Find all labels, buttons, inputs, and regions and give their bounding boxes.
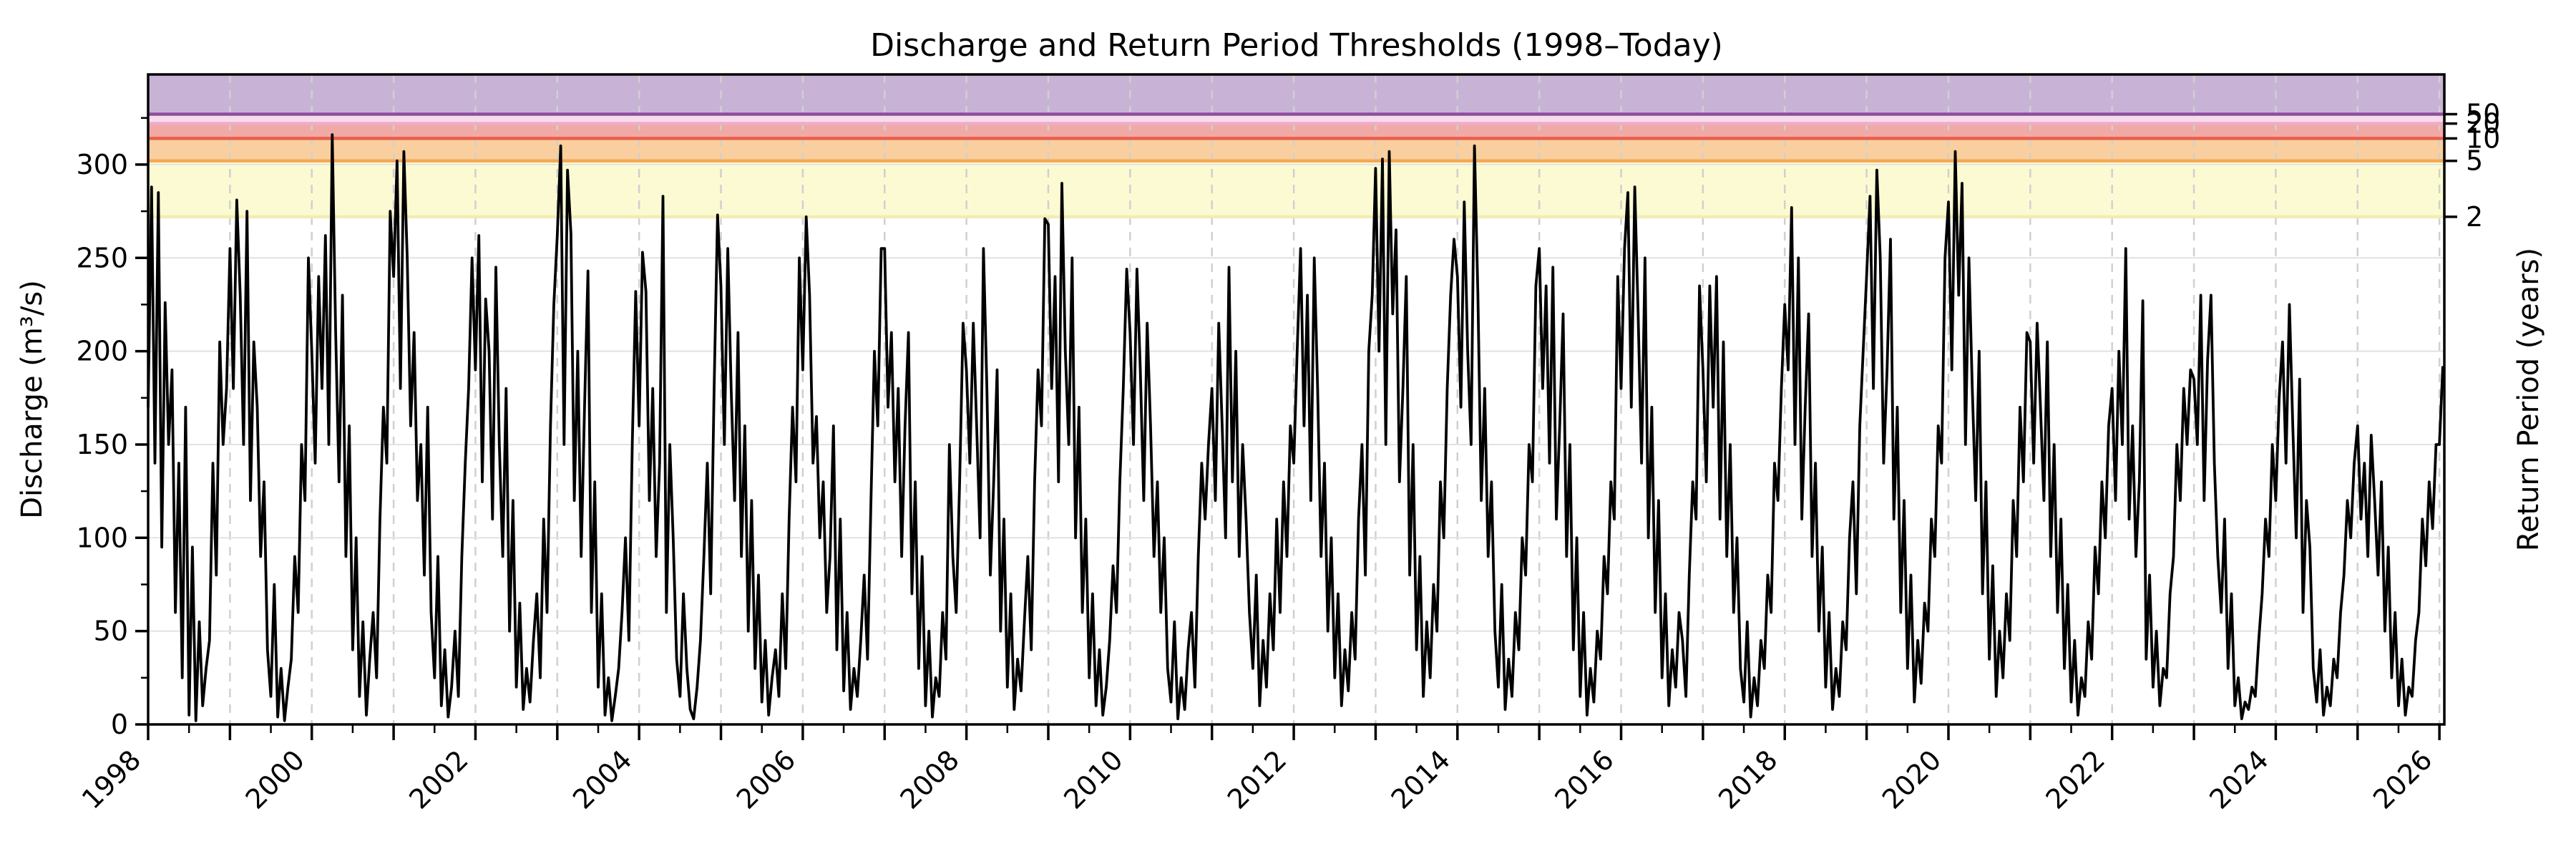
return-period-tick-label: 2 bbox=[2466, 201, 2483, 233]
return-period-band-20yr bbox=[148, 114, 2444, 124]
x-tick-label: 2024 bbox=[2203, 744, 2275, 815]
return-period-tick-label: 50 bbox=[2466, 99, 2500, 130]
y-axis-label-left: Discharge (m³/s) bbox=[16, 280, 49, 519]
return-period-band-10yr bbox=[148, 123, 2444, 139]
x-tick-label: 2022 bbox=[2040, 744, 2112, 815]
x-tick-label: 2012 bbox=[1221, 744, 1293, 815]
x-tick-label: 2020 bbox=[1876, 744, 1948, 815]
gridlines bbox=[147, 74, 2444, 724]
x-tick-label: 2004 bbox=[567, 744, 638, 815]
discharge-series bbox=[147, 133, 2444, 722]
discharge-line bbox=[147, 133, 2444, 722]
x-tick-label: 2016 bbox=[1548, 744, 1620, 815]
y-tick-label: 0 bbox=[111, 709, 128, 740]
return-period-band-50yr bbox=[148, 74, 2444, 115]
x-tick-label: 2014 bbox=[1385, 744, 1457, 815]
return-period-tick-label: 10 bbox=[2466, 122, 2500, 154]
return-period-band-5yr bbox=[148, 138, 2444, 161]
plot-border bbox=[147, 73, 2446, 726]
y-tick-label: 150 bbox=[76, 429, 128, 460]
y-tick-label: 50 bbox=[94, 616, 128, 647]
x-tick-label: 2000 bbox=[240, 744, 311, 815]
x-tick-label: 1998 bbox=[76, 744, 147, 815]
return-period-tick-label: 5 bbox=[2466, 145, 2483, 177]
y-tick-label: 100 bbox=[76, 522, 128, 553]
x-tick-label: 2026 bbox=[2367, 744, 2439, 815]
chart-title: Discharge and Return Period Thresholds (… bbox=[870, 27, 1723, 64]
x-tick-label: 2002 bbox=[403, 744, 474, 815]
x-tick-label: 2010 bbox=[1058, 744, 1129, 815]
threshold-lines bbox=[148, 112, 2444, 219]
y-tick-label: 200 bbox=[76, 336, 128, 367]
y-tick-label: 300 bbox=[76, 149, 128, 180]
return-period-band-2yr bbox=[148, 160, 2444, 217]
y-tick-label: 250 bbox=[76, 242, 128, 273]
x-tick-label: 2008 bbox=[894, 744, 965, 815]
y-axis-label-right: Return Period (years) bbox=[2512, 248, 2545, 551]
axes-spines-and-ticks bbox=[135, 73, 2457, 740]
threshold-bands bbox=[148, 74, 2444, 217]
x-tick-label: 2018 bbox=[1712, 744, 1784, 815]
x-tick-label: 2006 bbox=[731, 744, 802, 815]
return-period-tick-label: 20 bbox=[2466, 108, 2500, 140]
